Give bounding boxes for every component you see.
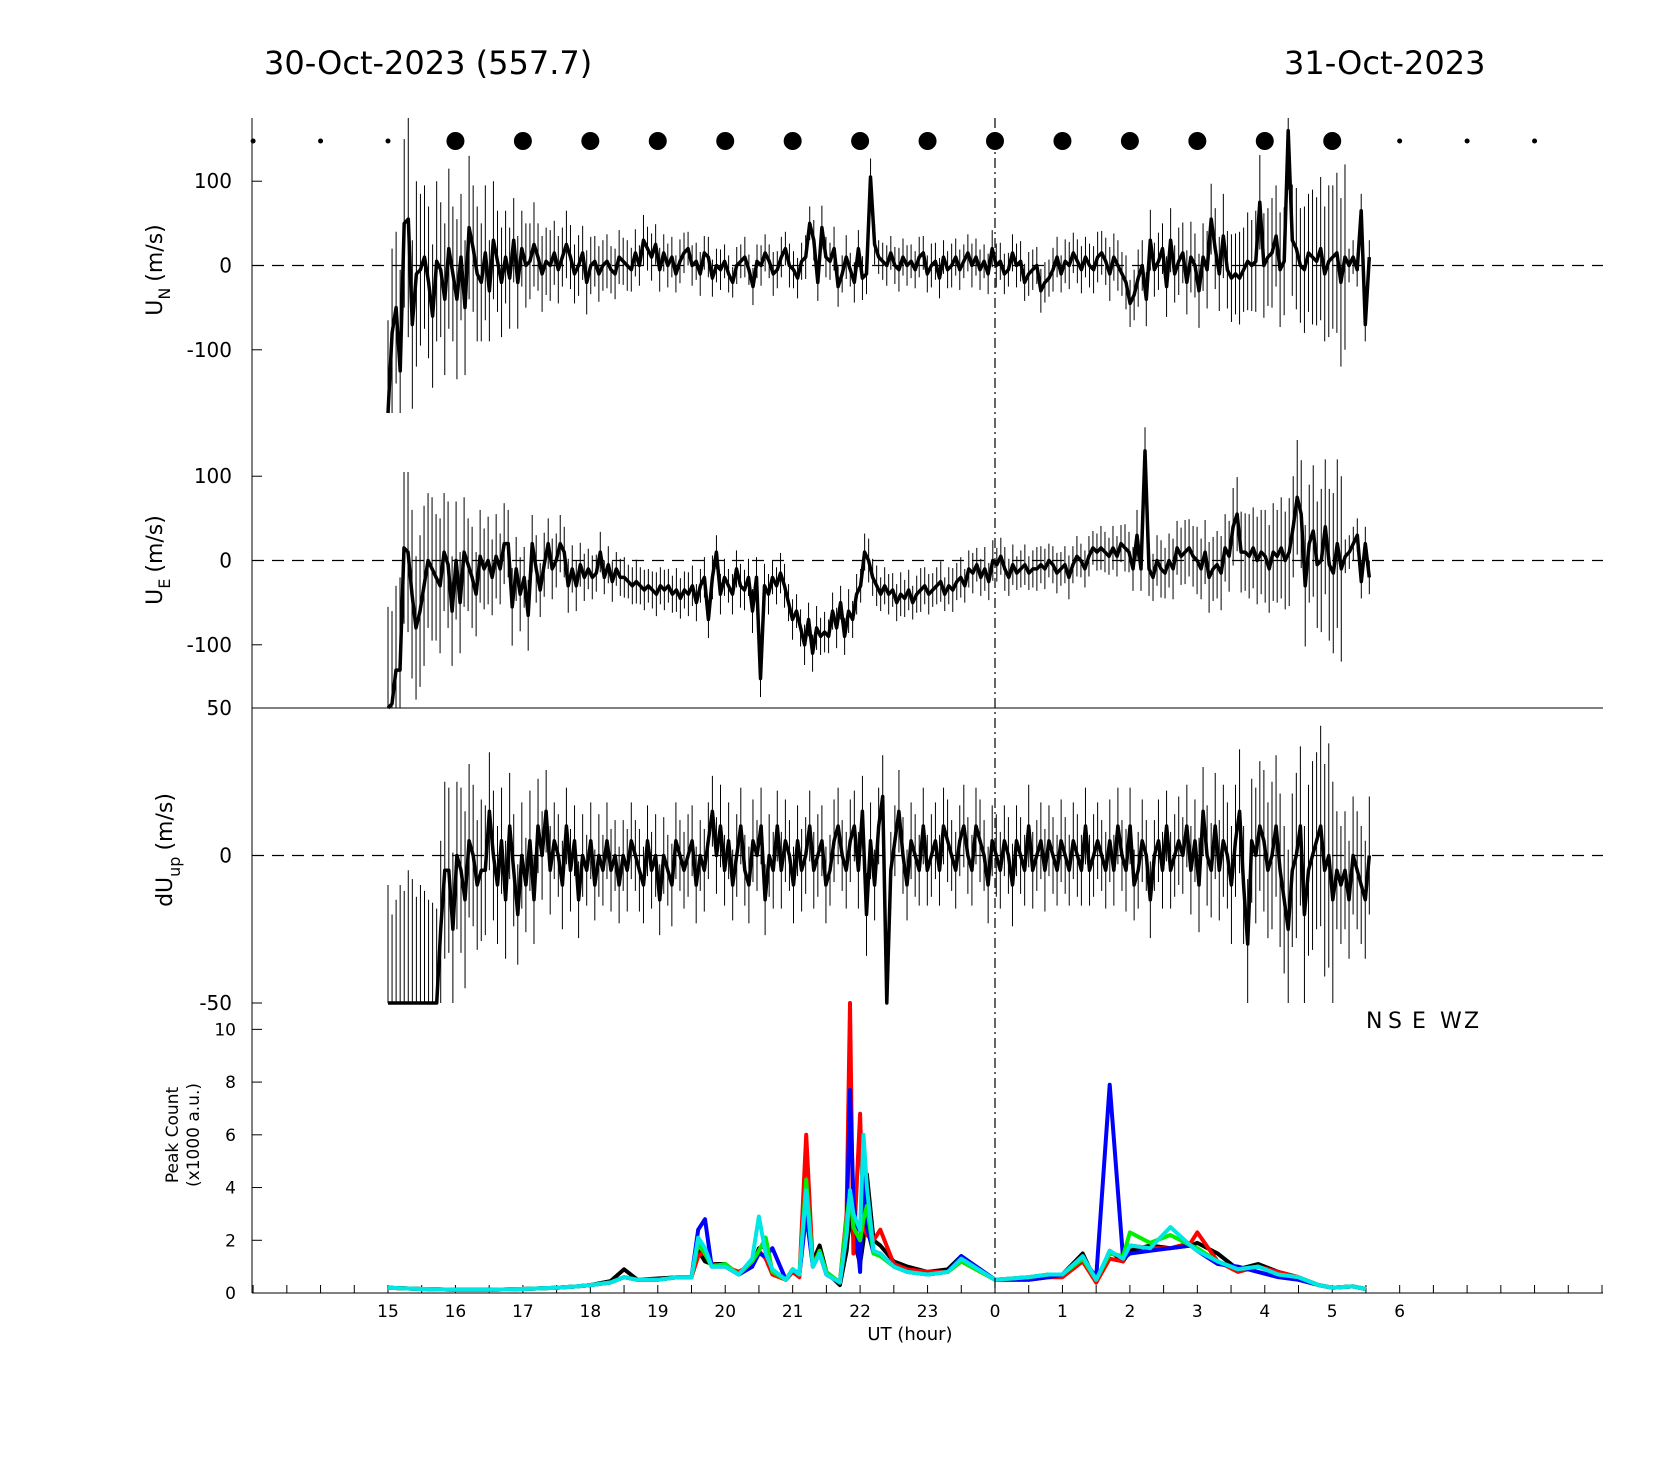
obs-dot bbox=[1053, 132, 1072, 150]
obs-dot bbox=[1120, 132, 1139, 150]
x-tick-label: 21 bbox=[782, 1302, 804, 1322]
y-tick-label: 100 bbox=[194, 169, 232, 193]
obs-dot bbox=[783, 132, 802, 150]
x-tick-label: 3 bbox=[1192, 1302, 1203, 1322]
obs-dot bbox=[648, 132, 667, 150]
series-line bbox=[386, 128, 1372, 414]
legend-E: E bbox=[1412, 1009, 1426, 1034]
y-tick-label: -100 bbox=[187, 633, 232, 657]
y-tick-label: 4 bbox=[225, 1179, 236, 1199]
east-wind-ylabel: UE(m/s) bbox=[143, 515, 174, 605]
obs-dot bbox=[1532, 138, 1538, 144]
y-tick-label: 10 bbox=[214, 1020, 236, 1040]
x-tick-label: 18 bbox=[580, 1302, 602, 1322]
obs-dot bbox=[513, 132, 532, 150]
y-tick-label: -100 bbox=[187, 338, 232, 362]
obs-dot bbox=[1323, 132, 1342, 150]
x-tick-label: 6 bbox=[1394, 1302, 1405, 1322]
obs-dot bbox=[250, 138, 256, 144]
y-tick-label: 50 bbox=[207, 696, 232, 720]
y-tick-label: 0 bbox=[219, 254, 232, 278]
series-Z bbox=[387, 1132, 1367, 1292]
legend-N: N bbox=[1366, 1009, 1382, 1034]
obs-dot bbox=[1464, 138, 1470, 144]
obs-dot bbox=[581, 132, 600, 150]
north-wind-ylabel: UN(m/s) bbox=[143, 224, 174, 316]
obs-dot bbox=[1188, 132, 1207, 150]
x-tick-label: 4 bbox=[1259, 1302, 1270, 1322]
x-tick-label: 0 bbox=[990, 1302, 1001, 1322]
x-tick-label: 17 bbox=[512, 1302, 534, 1322]
y-tick-label: 0 bbox=[219, 549, 232, 573]
obs-dot bbox=[1255, 132, 1274, 150]
series-line bbox=[388, 794, 1372, 1005]
north-wind-series bbox=[386, 128, 1372, 414]
x-tick-label: 20 bbox=[714, 1302, 736, 1322]
obs-dot bbox=[385, 138, 391, 144]
vertical-wind-ylabel: dUup(m/s) bbox=[153, 793, 184, 907]
x-tick-label: 2 bbox=[1124, 1302, 1135, 1322]
y-tick-label: 8 bbox=[225, 1073, 236, 1093]
series-line bbox=[386, 449, 1372, 710]
vertical-wind-panel: 50 0 -50 dUup(m/s) bbox=[153, 696, 1603, 1015]
legend-W: W bbox=[1440, 1009, 1462, 1034]
y-tick-label: 0 bbox=[219, 844, 232, 868]
x-tick-label: 5 bbox=[1327, 1302, 1338, 1322]
series-S bbox=[387, 1001, 1367, 1292]
x-tick-label: 19 bbox=[647, 1302, 669, 1322]
peak-count-ylabel-line1: Peak Count bbox=[163, 1087, 183, 1184]
obs-dot bbox=[851, 132, 870, 150]
legend-S: S bbox=[1388, 1009, 1402, 1034]
obs-dot bbox=[716, 132, 735, 150]
peak-count-ylabel-line2: (x1000 a.u.) bbox=[184, 1083, 204, 1187]
x-tick-label: 22 bbox=[849, 1302, 871, 1322]
obs-dot bbox=[318, 138, 324, 144]
y-tick-label: 0 bbox=[225, 1284, 236, 1304]
obs-dot bbox=[918, 132, 937, 150]
legend-Z: Z bbox=[1464, 1009, 1479, 1034]
peak-count-series bbox=[387, 1001, 1367, 1292]
vertical-wind-series bbox=[388, 794, 1372, 1005]
y-tick-label: 6 bbox=[225, 1126, 236, 1146]
vertical-wind-axes: 50 0 -50 bbox=[199, 696, 1603, 1015]
y-tick-label: 100 bbox=[194, 464, 232, 488]
east-wind-axes: 100 0 -100 bbox=[187, 413, 1603, 708]
x-axis-label: UT (hour) bbox=[867, 1324, 952, 1345]
x-tick-label: 1 bbox=[1057, 1302, 1068, 1322]
y-tick-label: -50 bbox=[199, 991, 232, 1015]
east-wind-series bbox=[386, 449, 1372, 710]
left-date-title: 30-Oct-2023 (557.7) bbox=[264, 44, 593, 82]
observation-dots bbox=[250, 132, 1538, 150]
x-tick-label: 16 bbox=[445, 1302, 467, 1322]
x-tick-label: 15 bbox=[377, 1302, 399, 1322]
north-wind-panel: 100 0 -100 UN(m/s) bbox=[143, 118, 1603, 414]
obs-dot bbox=[1397, 138, 1403, 144]
obs-dot bbox=[446, 132, 465, 150]
east-wind-panel: 100 0 -100 UE(m/s) bbox=[143, 413, 1603, 710]
right-date-title: 31-Oct-2023 bbox=[1284, 44, 1486, 82]
series-E bbox=[387, 1082, 1367, 1292]
x-tick-label: 23 bbox=[917, 1302, 939, 1322]
y-tick-label: 2 bbox=[225, 1231, 236, 1251]
